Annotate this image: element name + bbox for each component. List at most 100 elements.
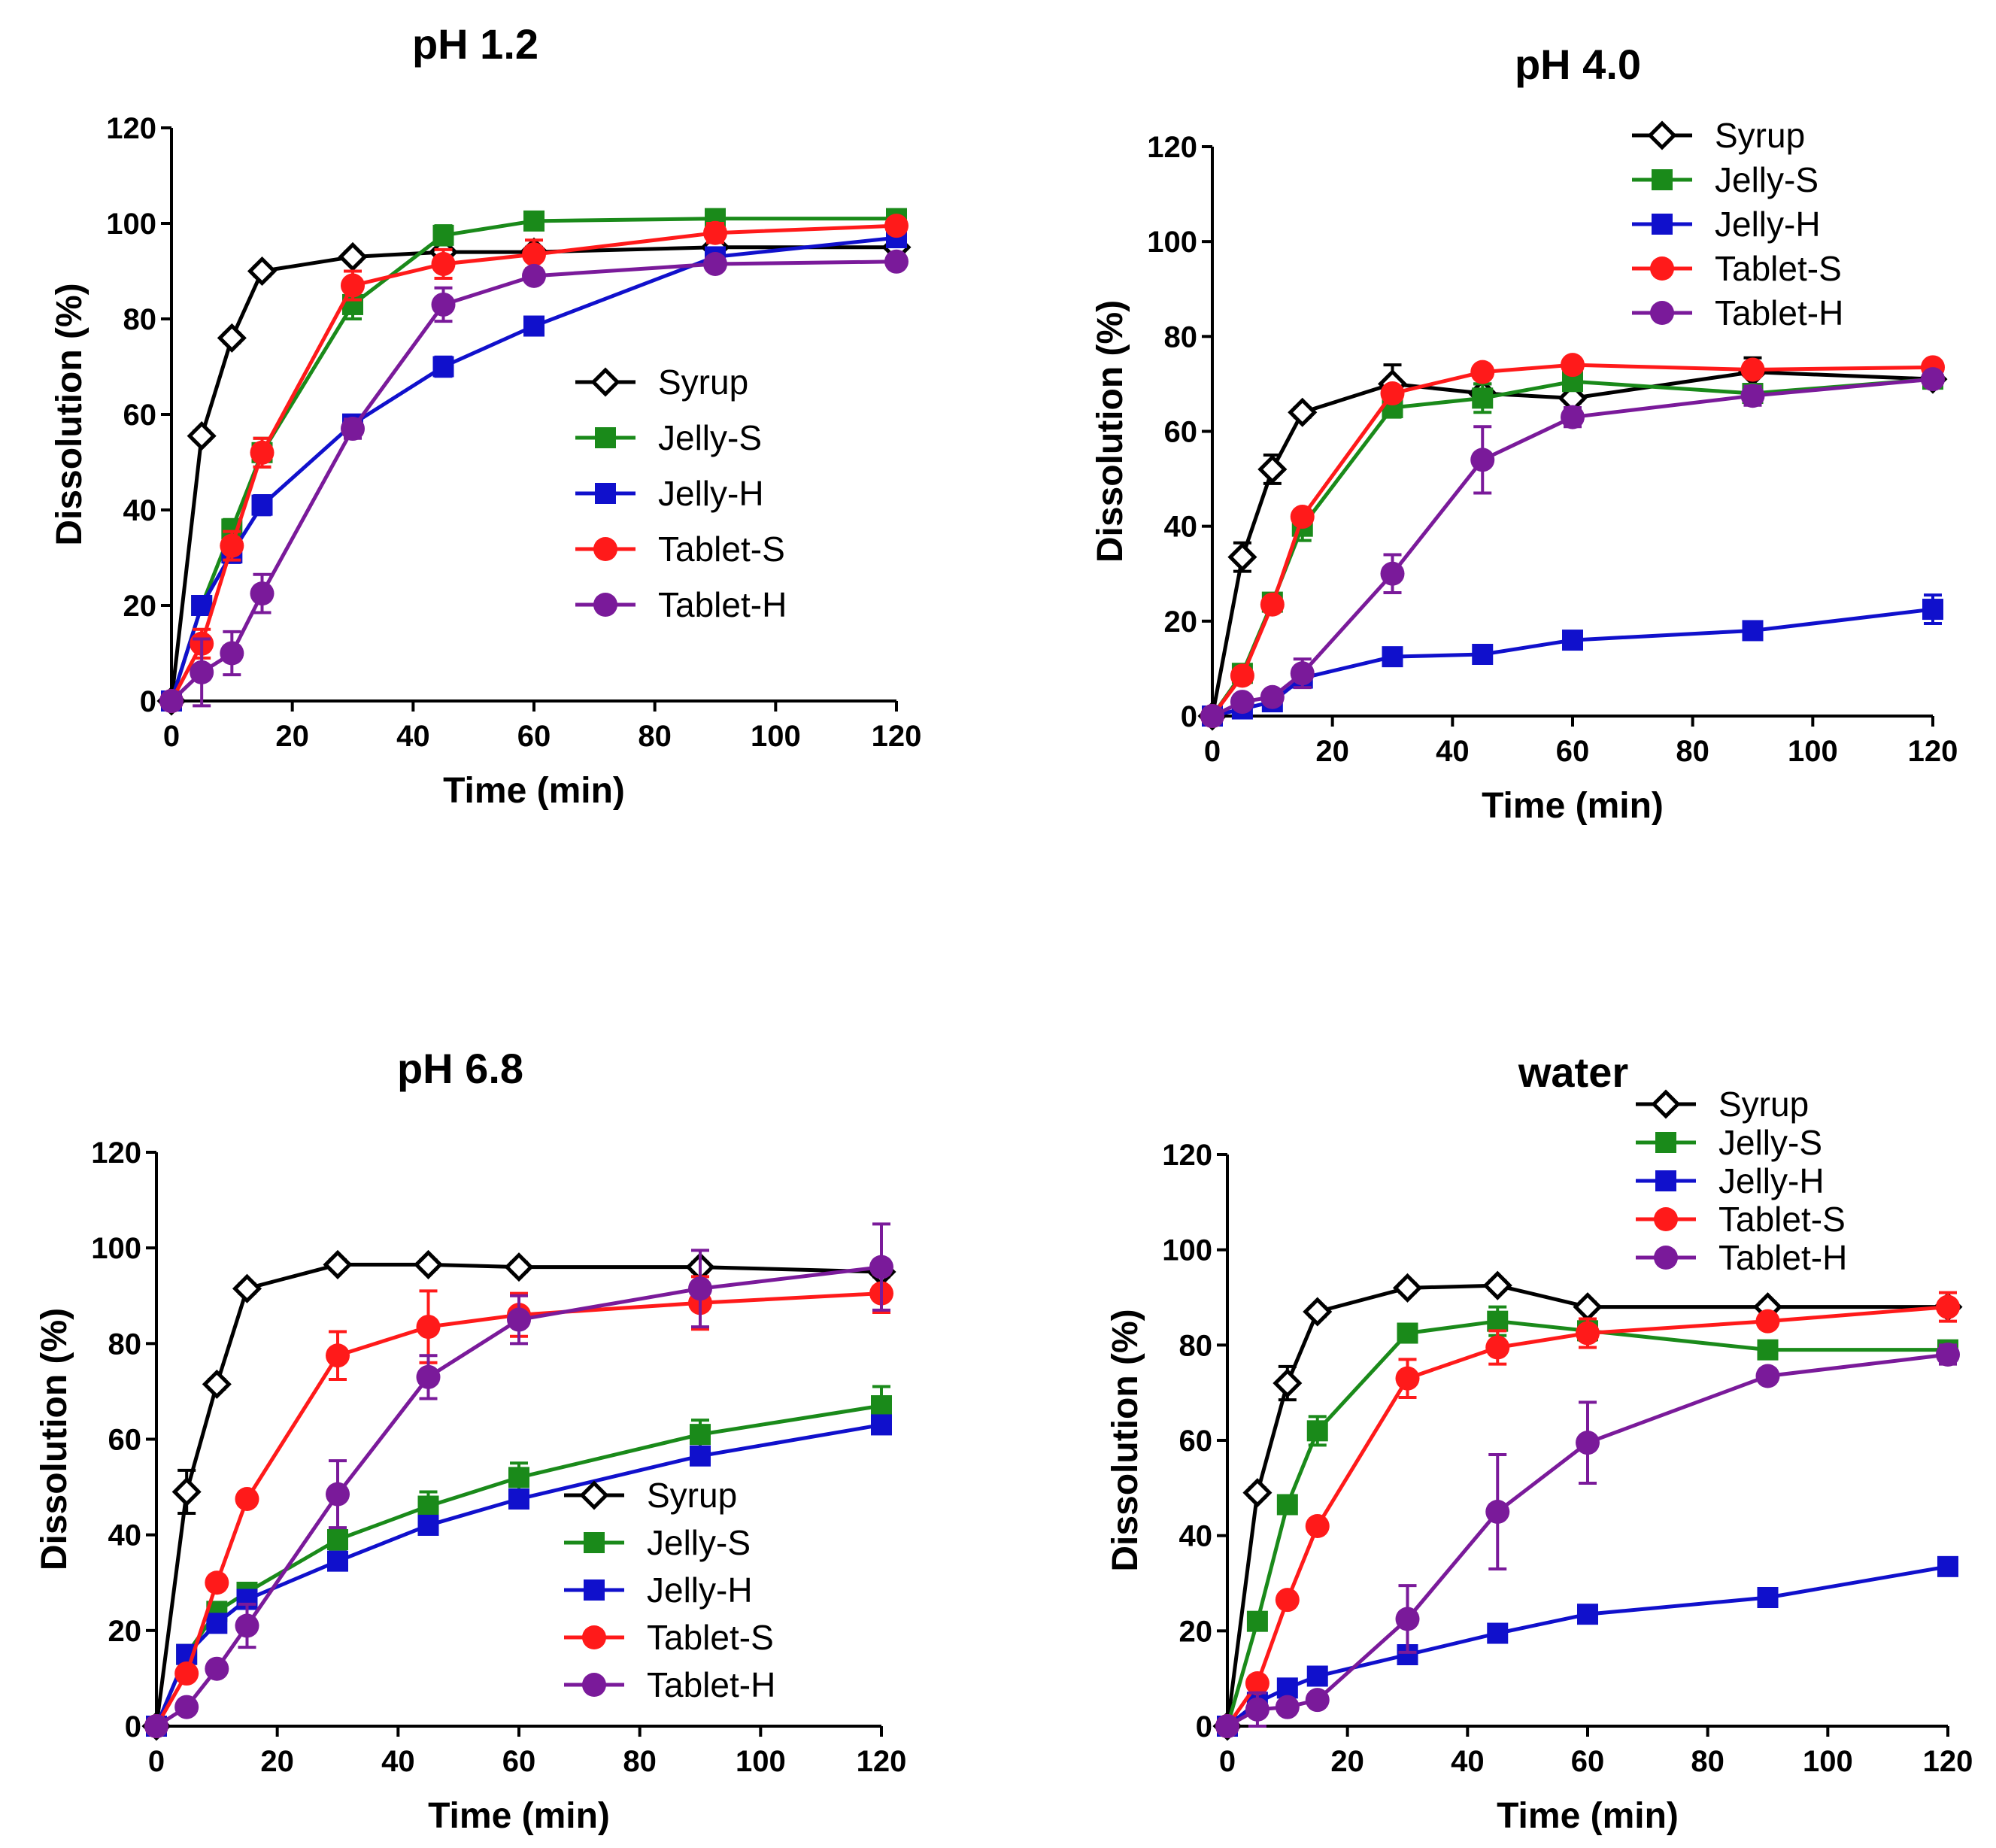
data-point-tablet-s bbox=[1740, 357, 1765, 382]
data-point-tablet-s bbox=[884, 214, 909, 238]
x-tick-label: 120 bbox=[857, 1745, 907, 1778]
legend-label-tablet-h: Tablet-H bbox=[658, 585, 787, 624]
chart-title: pH 6.8 bbox=[397, 1045, 523, 1092]
data-point-syrup bbox=[1573, 1292, 1603, 1322]
y-tick-label: 80 bbox=[123, 303, 157, 336]
legend-marker-jelly-s bbox=[595, 427, 616, 448]
legend-marker-tablet-h bbox=[1650, 301, 1674, 325]
chart-panel-ph-6-8: pH 6.8 0 20 40 60 80 100 120 0 20 40 60 80 100 120 Time… bbox=[35, 1045, 906, 1836]
data-point-tablet-s bbox=[1290, 505, 1315, 530]
y-tick-label: 100 bbox=[1162, 1234, 1212, 1267]
data-point-tablet-s bbox=[703, 220, 727, 245]
data-point-tablet-s bbox=[205, 1570, 229, 1595]
data-point-jelly-h bbox=[432, 356, 454, 378]
chart-title: water bbox=[1518, 1048, 1628, 1096]
data-point-jelly-s bbox=[1306, 1420, 1328, 1442]
x-tick-label: 20 bbox=[1330, 1745, 1364, 1778]
data-point-tablet-h bbox=[884, 249, 909, 274]
y-tick-label: 0 bbox=[1181, 700, 1197, 733]
data-point-syrup bbox=[504, 1252, 534, 1282]
data-point-syrup bbox=[1227, 542, 1257, 572]
y-tick-label: 40 bbox=[1179, 1520, 1213, 1553]
data-point-tablet-h bbox=[1936, 1343, 1960, 1367]
y-tick-label: 40 bbox=[108, 1519, 142, 1552]
data-point-jelly-h bbox=[508, 1488, 529, 1510]
data-point-jelly-h bbox=[1937, 1555, 1958, 1577]
data-point-syrup bbox=[1392, 1273, 1423, 1303]
series-line-tablet-s bbox=[169, 223, 897, 702]
data-point-tablet-s bbox=[1755, 1309, 1780, 1334]
series-line-jelly-s bbox=[1210, 377, 1934, 718]
x-tick-label: 100 bbox=[751, 720, 801, 753]
series-tablet-h bbox=[1215, 1343, 1960, 1738]
x-tick-label: 80 bbox=[1691, 1745, 1725, 1778]
y-tick-label: 60 bbox=[1179, 1425, 1213, 1458]
y-tick-label: 40 bbox=[1164, 511, 1198, 544]
series-tablet-s bbox=[1200, 353, 1945, 728]
data-point-tablet-h bbox=[1395, 1607, 1420, 1631]
chart-panel-ph-1-2: pH 1.2 0 20 40 60 80 100 120 0 20 40 60 80 100 120 Time… bbox=[50, 20, 921, 811]
chart-title: pH 1.2 bbox=[412, 20, 538, 68]
data-point-tablet-s bbox=[1275, 1588, 1300, 1613]
data-point-tablet-h bbox=[341, 417, 365, 442]
data-point-jelly-h bbox=[1472, 643, 1494, 665]
legend-label-tablet-h: Tablet-H bbox=[647, 1665, 775, 1704]
x-tick-label: 60 bbox=[1571, 1745, 1605, 1778]
legend-marker-jelly-h bbox=[584, 1579, 605, 1601]
data-point-tablet-s bbox=[1576, 1321, 1600, 1346]
data-point-jelly-s bbox=[1246, 1610, 1268, 1632]
data-point-syrup bbox=[1257, 454, 1288, 484]
y-tick-label: 0 bbox=[125, 1710, 141, 1743]
x-tick-label: 120 bbox=[1923, 1745, 1973, 1778]
series-line-jelly-h bbox=[1212, 607, 1934, 718]
data-point-tablet-h bbox=[1470, 448, 1495, 472]
series-line-tablet-s bbox=[154, 1291, 882, 1728]
data-point-syrup bbox=[1288, 397, 1318, 427]
legend-marker-tablet-h bbox=[1654, 1246, 1678, 1270]
data-point-jelly-s bbox=[327, 1529, 348, 1551]
data-point-jelly-h bbox=[251, 494, 273, 516]
data-point-syrup bbox=[1303, 1297, 1333, 1327]
data-point-syrup bbox=[202, 1369, 232, 1399]
legend-label-tablet-h: Tablet-H bbox=[1718, 1238, 1847, 1277]
x-tick-label: 120 bbox=[1908, 735, 1958, 768]
data-point-tablet-h bbox=[1921, 367, 1945, 392]
data-point-tablet-s bbox=[220, 533, 244, 558]
data-point-tablet-h bbox=[1200, 704, 1224, 728]
data-point-tablet-h bbox=[431, 292, 456, 317]
data-point-syrup bbox=[1273, 1368, 1303, 1398]
y-tick-label: 80 bbox=[1179, 1329, 1213, 1362]
legend-marker-syrup bbox=[1647, 120, 1677, 150]
y-axis-label: Dissolution (%) bbox=[1091, 300, 1130, 563]
series-line-jelly-h bbox=[169, 235, 897, 702]
legend-marker-tablet-h bbox=[593, 593, 617, 617]
x-tick-label: 20 bbox=[1315, 735, 1349, 768]
legend-label-syrup: Syrup bbox=[1718, 1085, 1809, 1124]
legend-marker-syrup bbox=[1651, 1089, 1681, 1119]
data-point-tablet-s bbox=[1260, 592, 1285, 617]
x-tick-label: 40 bbox=[381, 1745, 415, 1778]
data-point-tablet-s bbox=[522, 242, 546, 267]
x-tick-label: 60 bbox=[1556, 735, 1590, 768]
data-point-jelly-h bbox=[206, 1613, 228, 1634]
legend-label-syrup: Syrup bbox=[1715, 116, 1805, 155]
data-point-jelly-s bbox=[523, 210, 545, 232]
legend-label-syrup: Syrup bbox=[647, 1476, 737, 1515]
chart-panel-water: water 0 20 40 60 80 100 120 0 20 40 60 80 100 120 Time … bbox=[1106, 1048, 1973, 1836]
data-point-tablet-h bbox=[326, 1482, 350, 1507]
data-point-jelly-s bbox=[432, 224, 454, 246]
y-axis-label: Dissolution (%) bbox=[1106, 1309, 1145, 1571]
y-tick-label: 100 bbox=[91, 1232, 141, 1265]
legend-marker-tablet-s bbox=[582, 1625, 606, 1649]
y-tick-label: 80 bbox=[108, 1328, 142, 1361]
data-point-jelly-s bbox=[417, 1495, 439, 1517]
chart-title: pH 4.0 bbox=[1515, 41, 1641, 88]
y-tick-label: 20 bbox=[1179, 1615, 1213, 1648]
data-point-tablet-s bbox=[1936, 1294, 1960, 1319]
x-tick-label: 40 bbox=[1451, 1745, 1485, 1778]
legend-marker-jelly-s bbox=[1652, 169, 1673, 190]
chart-panel-ph-4-0: pH 4.0 0 20 40 60 80 100 120 0 20 40 60 80 100 120 Time… bbox=[1091, 41, 1958, 826]
